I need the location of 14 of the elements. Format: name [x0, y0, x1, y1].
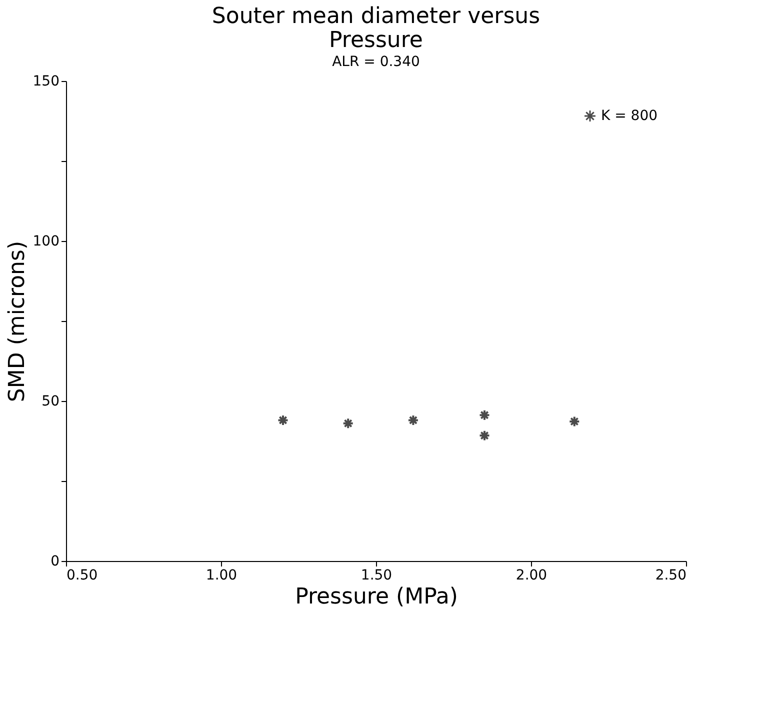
chart-subtitle: ALR = 0.340: [332, 54, 420, 70]
y-axis-title: SMD (microns): [4, 240, 30, 402]
chart-title: Souter mean diameter versus Pressure: [212, 4, 540, 53]
x-tick-label: 1.50: [360, 568, 392, 584]
y-tick-label: 150: [32, 74, 60, 90]
y-tick-label: 50: [42, 394, 60, 410]
x-tick-label: 0.50: [66, 568, 98, 584]
y-tick-label: 100: [32, 234, 60, 250]
x-axis-title: Pressure (MPa): [295, 584, 458, 610]
y-tick-label: 0: [50, 554, 60, 570]
legend-label: K = 800: [601, 108, 658, 124]
x-tick-label: 2.00: [516, 568, 548, 584]
x-tick-label: 1.00: [206, 568, 238, 584]
x-tick-label: 2.50: [655, 568, 686, 584]
